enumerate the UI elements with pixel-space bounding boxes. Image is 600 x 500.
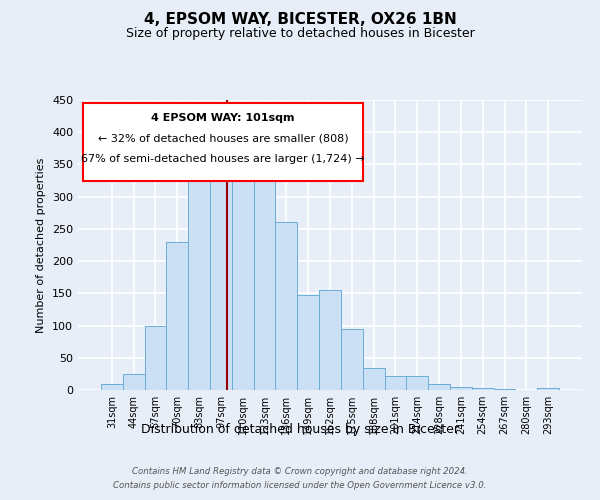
Text: Size of property relative to detached houses in Bicester: Size of property relative to detached ho…: [125, 28, 475, 40]
Bar: [472, 388, 494, 390]
Text: 67% of semi-detached houses are larger (1,724) →: 67% of semi-detached houses are larger (…: [81, 154, 365, 164]
Bar: [83, 103, 363, 181]
Bar: [537, 388, 559, 390]
Bar: [166, 242, 188, 390]
Bar: [450, 387, 472, 390]
Bar: [210, 148, 232, 390]
Bar: [319, 290, 341, 390]
Text: Distribution of detached houses by size in Bicester: Distribution of detached houses by size …: [141, 422, 459, 436]
Bar: [232, 148, 254, 390]
Bar: [385, 376, 406, 390]
Text: 4, EPSOM WAY, BICESTER, OX26 1BN: 4, EPSOM WAY, BICESTER, OX26 1BN: [143, 12, 457, 28]
Bar: [406, 376, 428, 390]
Text: Contains public sector information licensed under the Open Government Licence v3: Contains public sector information licen…: [113, 481, 487, 490]
Text: ← 32% of detached houses are smaller (808): ← 32% of detached houses are smaller (80…: [98, 134, 348, 143]
Text: 4 EPSOM WAY: 101sqm: 4 EPSOM WAY: 101sqm: [151, 113, 295, 123]
Y-axis label: Number of detached properties: Number of detached properties: [37, 158, 46, 332]
Bar: [188, 155, 210, 390]
Bar: [275, 222, 297, 390]
Bar: [145, 326, 166, 390]
Bar: [254, 161, 275, 390]
Bar: [341, 329, 363, 390]
Text: Contains HM Land Registry data © Crown copyright and database right 2024.: Contains HM Land Registry data © Crown c…: [132, 468, 468, 476]
Bar: [123, 374, 145, 390]
Bar: [101, 384, 123, 390]
Bar: [297, 296, 319, 390]
Bar: [428, 384, 450, 390]
Bar: [363, 368, 385, 390]
